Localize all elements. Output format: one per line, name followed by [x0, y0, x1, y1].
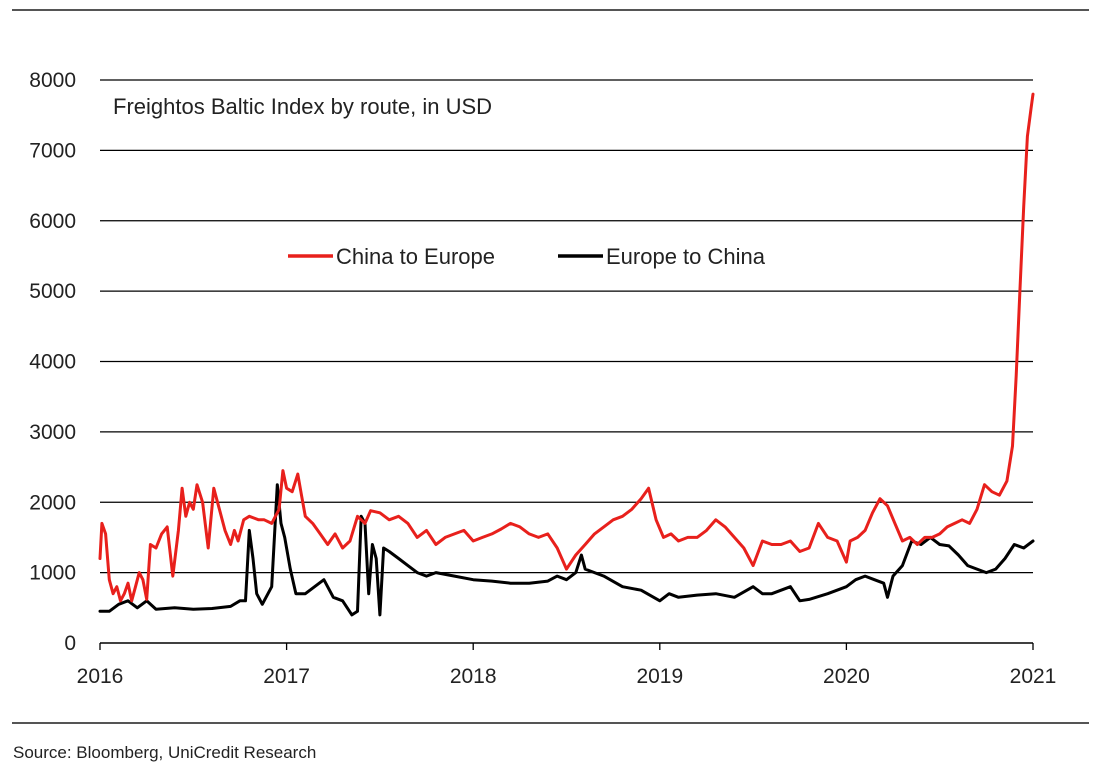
y-tick-label: 2000 [29, 491, 76, 514]
y-tick-label: 1000 [29, 562, 76, 585]
y-tick-label: 6000 [29, 210, 76, 233]
series-line-china-to-europe [98, 92, 1035, 603]
y-tick-label: 3000 [29, 421, 76, 444]
y-tick-label: 7000 [29, 139, 76, 162]
x-tick-label: 2020 [823, 665, 870, 688]
x-tick-label: 2016 [77, 665, 124, 688]
x-tick-label: 2021 [1010, 665, 1057, 688]
gridlines [100, 79, 1033, 644]
y-tick-label: 4000 [29, 351, 76, 374]
legend-label: China to Europe [336, 244, 495, 269]
x-axis-ticks: 2016 2017 2018 2019 2020 2021 [77, 643, 1057, 688]
y-tick-label: 5000 [29, 280, 76, 303]
y-tick-label: 0 [64, 632, 76, 655]
top-rule [12, 9, 1089, 11]
series-lines [98, 92, 1035, 617]
series-line-europe-to-china [98, 483, 1035, 617]
source-note: Source: Bloomberg, UniCredit Research [13, 743, 317, 762]
x-tick-label: 2019 [636, 665, 683, 688]
legend: China to Europe Europe to China [288, 244, 766, 269]
chart-title: Freightos Baltic Index by route, in USD [113, 94, 492, 119]
x-tick-label: 2017 [263, 665, 310, 688]
x-tick-label: 2018 [450, 665, 497, 688]
y-axis-ticks: 0 1000 2000 3000 4000 5000 6000 7000 8000 [29, 69, 76, 655]
y-tick-label: 8000 [29, 69, 76, 92]
legend-label: Europe to China [606, 244, 766, 269]
bottom-rule [12, 722, 1089, 724]
